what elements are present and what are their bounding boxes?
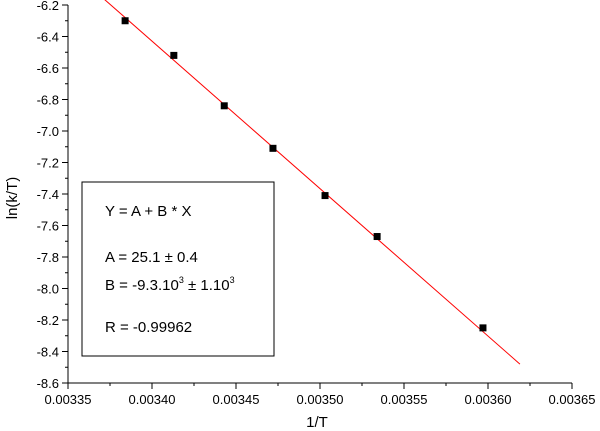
- axes: 0.00335 0.00340 0.00345 0.00350 0.00355 0.003…: [37, 0, 596, 407]
- data-point: [321, 192, 329, 200]
- y-tick-label: -7.8: [37, 250, 59, 265]
- plot-area: [104, 0, 521, 365]
- y-tick-label: -8.4: [37, 345, 59, 360]
- legend-b-exp1: 3: [179, 275, 184, 285]
- y-tick-label: -7.0: [37, 124, 59, 139]
- x-tick-label: 0.00345: [213, 392, 260, 407]
- data-point: [220, 102, 228, 110]
- legend-b: B = -9.3.103 ± 1.103: [105, 275, 235, 294]
- x-tick-label: 0.00350: [297, 392, 344, 407]
- y-tick-label: -7.6: [37, 219, 59, 234]
- data-point: [479, 324, 487, 332]
- legend-b-exp2: 3: [230, 275, 235, 285]
- x-axis-title: 1/T: [306, 414, 328, 431]
- y-tick-label: -8.6: [37, 376, 59, 391]
- legend-box: Y = A + B * X A = 25.1 ± 0.4 B = -9.3.10…: [81, 181, 275, 357]
- legend-border: [81, 181, 275, 357]
- data-point: [170, 51, 178, 59]
- legend-b-mid: ± 1.10: [184, 277, 230, 294]
- y-axis-title: ln(k/T): [4, 177, 21, 220]
- y-tick-label: -7.2: [37, 156, 59, 171]
- x-tick-label: 0.00360: [465, 392, 512, 407]
- y-tick-label: -6.4: [37, 30, 59, 45]
- x-tick-label: 0.00335: [45, 392, 92, 407]
- x-tick-label: 0.00340: [129, 392, 176, 407]
- y-tick-label: -6.8: [37, 93, 59, 108]
- data-point: [121, 17, 129, 25]
- fit-line: [104, 0, 521, 365]
- y-tick-label: -6.6: [37, 61, 59, 76]
- y-tick-label: -8.2: [37, 313, 59, 328]
- data-point: [373, 233, 381, 241]
- x-tick-label: 0.00355: [381, 392, 428, 407]
- legend-b-prefix: B = -9.3.10: [105, 277, 179, 294]
- y-tick-label: -7.4: [37, 187, 59, 202]
- legend-a: A = 25.1 ± 0.4: [105, 249, 198, 266]
- y-tick-label: -8.0: [37, 282, 59, 297]
- x-tick-label: 0.00365: [549, 392, 596, 407]
- y-tick-label: -6.2: [37, 0, 59, 13]
- data-point: [269, 144, 277, 152]
- legend-equation: Y = A + B * X: [105, 203, 191, 220]
- legend-r: R = -0.99962: [105, 319, 192, 336]
